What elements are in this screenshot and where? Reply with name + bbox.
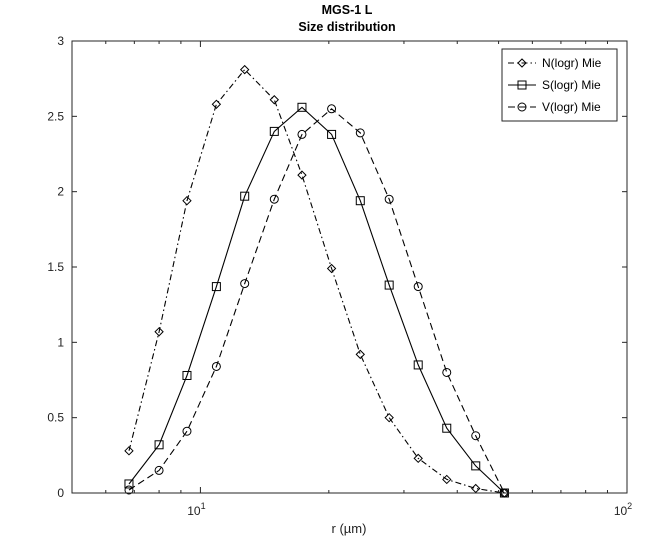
series-line bbox=[128, 106, 505, 494]
y-tick-label: 0 bbox=[57, 486, 64, 500]
y-tick-label: 1 bbox=[57, 335, 64, 349]
legend-label: V(logr) Mie bbox=[542, 100, 601, 114]
series-diamond bbox=[124, 64, 510, 498]
data-point bbox=[269, 194, 279, 204]
x-axis-label: r (µm) bbox=[332, 521, 367, 536]
data-point bbox=[471, 431, 481, 441]
y-tick-label: 0.5 bbox=[47, 411, 64, 425]
data-point bbox=[413, 453, 423, 464]
x-axis: 101 102 bbox=[71, 41, 632, 518]
data-point bbox=[124, 446, 134, 456]
data-point bbox=[326, 263, 337, 274]
data-point bbox=[182, 195, 192, 206]
data-point bbox=[154, 327, 164, 337]
data-point bbox=[211, 361, 221, 371]
data-point bbox=[240, 191, 250, 201]
chart-title: MGS-1 L bbox=[322, 3, 373, 17]
series-layer bbox=[124, 64, 510, 498]
data-point bbox=[182, 370, 192, 380]
series-circle bbox=[124, 104, 509, 498]
data-point bbox=[355, 196, 365, 206]
data-point bbox=[124, 479, 134, 489]
x-tick-base: 10 bbox=[614, 504, 628, 518]
data-point bbox=[327, 129, 337, 139]
legend-marker bbox=[517, 58, 527, 68]
data-point bbox=[413, 360, 423, 370]
x-tick-exponent: 2 bbox=[627, 501, 632, 511]
legend-marker bbox=[517, 80, 527, 90]
data-point bbox=[355, 349, 365, 360]
legend-label: S(logr) Mie bbox=[542, 78, 601, 92]
x-tick-base: 10 bbox=[187, 504, 201, 518]
data-point bbox=[297, 102, 307, 112]
data-point bbox=[384, 194, 394, 204]
data-point bbox=[471, 461, 481, 471]
data-point bbox=[240, 279, 250, 289]
data-point bbox=[297, 170, 307, 180]
x-tick-label: 101 bbox=[187, 501, 205, 518]
data-point bbox=[327, 104, 337, 114]
data-point bbox=[269, 95, 280, 105]
y-tick-label: 3 bbox=[57, 34, 64, 48]
legend: N(logr) Mie S(logr) Mie V(logr) Mie bbox=[501, 48, 618, 122]
data-point bbox=[413, 282, 423, 292]
y-axis: 0 0.5 1 1.5 2 2.5 3 bbox=[47, 34, 627, 500]
data-point bbox=[384, 280, 394, 290]
data-point bbox=[384, 412, 394, 423]
chart-subtitle: Size distribution bbox=[298, 20, 395, 34]
data-point bbox=[442, 423, 452, 433]
data-point bbox=[154, 465, 164, 475]
data-point bbox=[442, 474, 452, 485]
x-tick-exponent: 1 bbox=[201, 501, 206, 511]
y-tick-label: 2 bbox=[57, 185, 64, 199]
legend-label: N(logr) Mie bbox=[542, 56, 602, 70]
data-point bbox=[297, 129, 307, 139]
data-point bbox=[471, 483, 481, 494]
series-line bbox=[128, 68, 505, 494]
data-point bbox=[442, 367, 452, 377]
series-line bbox=[128, 108, 505, 494]
data-point bbox=[154, 440, 164, 450]
series-square bbox=[124, 102, 509, 498]
data-point bbox=[124, 485, 134, 495]
y-tick-label: 2.5 bbox=[47, 109, 64, 123]
data-point bbox=[355, 128, 365, 138]
data-point bbox=[182, 426, 192, 436]
legend-marker bbox=[517, 102, 527, 112]
data-point bbox=[211, 282, 221, 292]
data-point bbox=[239, 64, 250, 75]
data-point bbox=[211, 99, 222, 109]
x-tick-label: 102 bbox=[614, 501, 632, 518]
data-point bbox=[269, 126, 279, 136]
y-tick-label: 1.5 bbox=[47, 260, 64, 274]
